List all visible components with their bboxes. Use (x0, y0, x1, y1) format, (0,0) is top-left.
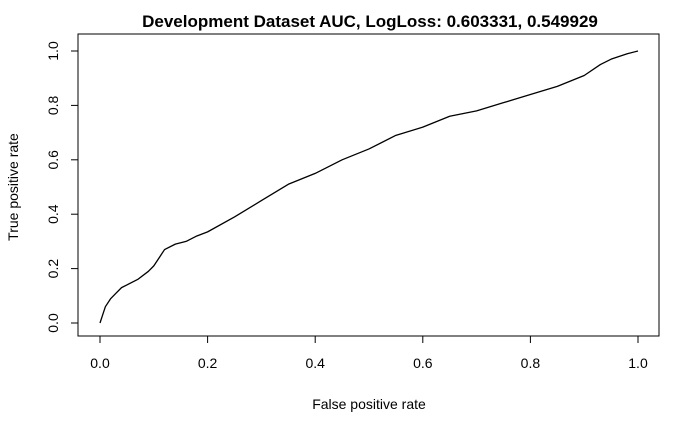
plot-frame (77, 33, 660, 337)
x-tick-label: 0.6 (413, 355, 433, 371)
y-axis: 0.0 0.2 0.4 0.6 0.8 1.0 (45, 41, 79, 333)
y-tick-label: 0.4 (45, 204, 61, 224)
y-tick-label: 0.0 (45, 313, 61, 333)
y-axis-label: True positive rate (5, 133, 21, 241)
series-group (99, 50, 639, 324)
x-tick-label: 1.0 (628, 355, 648, 371)
y-tick-label: 0.2 (45, 259, 61, 279)
y-tick-label: 0.6 (45, 150, 61, 170)
y-tick-label: 0.8 (45, 95, 61, 115)
x-tick-label: 0.0 (90, 355, 110, 371)
x-tick-label: 0.8 (521, 355, 541, 371)
roc-curve-line (99, 50, 639, 324)
x-axis: 0.0 0.2 0.4 0.6 0.8 1.0 (90, 335, 648, 371)
chart-title: Development Dataset AUC, LogLoss: 0.6033… (142, 12, 598, 31)
y-tick-label: 1.0 (45, 41, 61, 61)
x-tick-label: 0.4 (305, 355, 325, 371)
x-axis-label: False positive rate (312, 396, 426, 412)
x-tick-label: 0.2 (198, 355, 218, 371)
